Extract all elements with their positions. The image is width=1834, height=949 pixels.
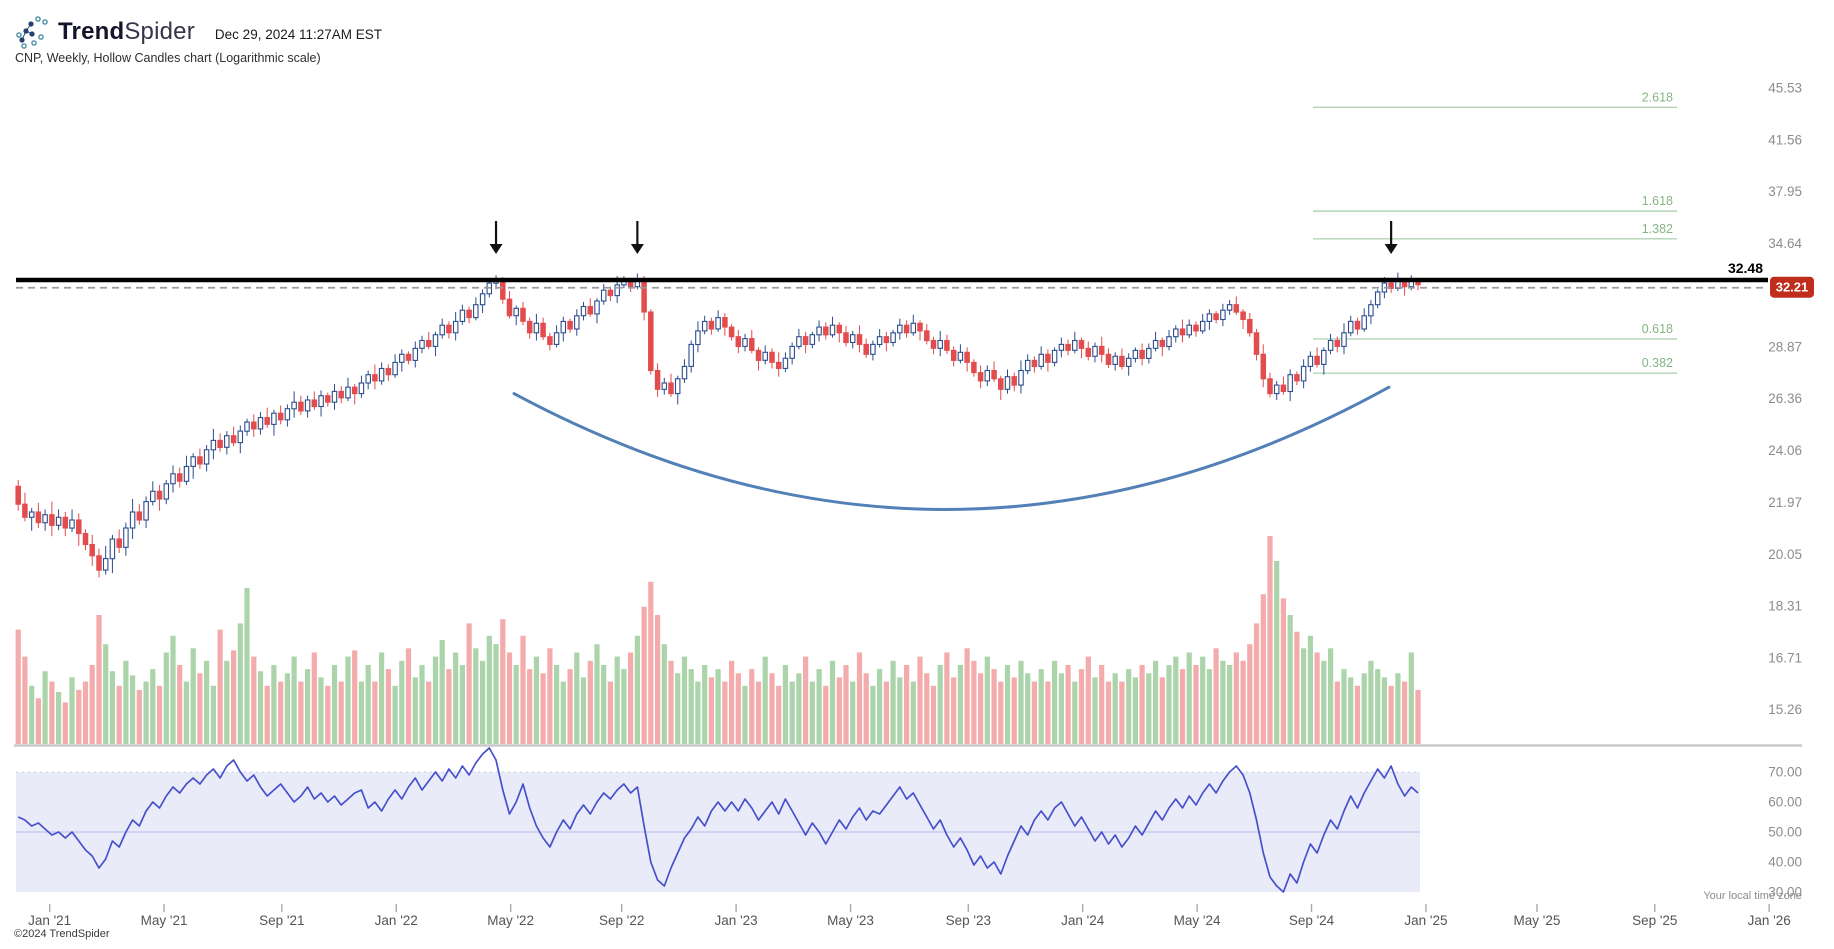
- x-axis-tick: Sep '23: [946, 913, 991, 928]
- trendspider-logo-icon: [16, 16, 48, 49]
- candles: [15, 272, 1421, 578]
- price-axis-tick: 20.05: [1768, 547, 1802, 562]
- arrow-annotations: [489, 221, 1398, 254]
- volume-bars: [15, 536, 1421, 744]
- fib-level-label: 1.618: [1642, 194, 1673, 208]
- fib-level-label: 0.382: [1642, 356, 1673, 370]
- x-axis-tick: Jan '21: [28, 913, 71, 928]
- price-axis-tick: 28.87: [1768, 340, 1802, 355]
- x-axis-tick: May '21: [141, 913, 188, 928]
- rsi-axis-tick: 70.00: [1768, 765, 1802, 780]
- rsi-axis-tick: 50.00: [1768, 825, 1802, 840]
- chart-timestamp: Dec 29, 2024 11:27AM EST: [214, 26, 383, 42]
- price-axis-tick: 21.97: [1768, 495, 1802, 510]
- price-axis-tick: 41.56: [1768, 132, 1802, 147]
- x-axis-tick: May '23: [827, 913, 874, 928]
- x-axis-tick: Jan '26: [1748, 913, 1791, 928]
- rsi-axis-tick: 30.00: [1768, 885, 1802, 900]
- price-axis-tick: 15.26: [1768, 702, 1802, 717]
- brand-name: TrendSpider: [58, 18, 195, 46]
- x-axis-labels: Jan '21 May '21 Sep '21 Jan '22 May '22 Sep '…: [28, 904, 1791, 928]
- svg-text:32.21: 32.21: [1776, 280, 1809, 295]
- fib-level-label: 1.382: [1642, 222, 1673, 236]
- header: TrendSpider Dec 29, 2024 11:27AM EST: [14, 12, 382, 52]
- fib-extension-lines: 2.618 1.618 1.382 0.618 0.382: [1313, 90, 1677, 374]
- brand-trend: Trend: [58, 18, 125, 45]
- price-axis-tick: 16.71: [1768, 651, 1802, 666]
- rsi-axis-tick: 60.00: [1768, 795, 1802, 810]
- copyright-notice: ©2024 TrendSpider: [14, 928, 110, 940]
- x-axis-tick: May '24: [1174, 913, 1221, 928]
- price-axis-labels: 45.53 41.56 37.95 34.64 28.87 26.36 24.06 21.97…: [1768, 80, 1802, 717]
- rsi-axis-labels: 70.00 60.00 50.00 40.00 30.00: [1768, 765, 1802, 900]
- rsi-line: [17, 747, 1419, 893]
- price-axis-tick: 24.06: [1768, 443, 1802, 458]
- x-axis-tick: Sep '24: [1289, 913, 1335, 928]
- fib-level-label: 2.618: [1642, 90, 1673, 104]
- timezone-note: Your local time zone: [1703, 890, 1802, 902]
- x-axis-tick: May '25: [1514, 913, 1561, 928]
- x-axis-tick: May '22: [487, 913, 534, 928]
- rsi-axis-tick: 40.00: [1768, 855, 1802, 870]
- x-axis-tick: Jan '25: [1404, 913, 1447, 928]
- fib-level-label: 0.618: [1642, 322, 1673, 336]
- cup-base-annotation: [512, 385, 1391, 511]
- resistance-price-label: 32.48: [1728, 260, 1763, 276]
- price-axis-tick: 18.31: [1768, 599, 1802, 614]
- price-axis-tick: 26.36: [1768, 391, 1802, 406]
- x-axis-tick: Sep '21: [259, 913, 304, 928]
- price-axis-tick: 45.53: [1768, 80, 1802, 95]
- price-axis-tick: 37.95: [1768, 184, 1802, 199]
- x-axis-tick: Sep '25: [1632, 913, 1677, 928]
- brand-spider: Spider: [124, 18, 195, 45]
- x-axis-tick: Jan '24: [1061, 913, 1105, 928]
- x-axis-tick: Jan '22: [375, 913, 418, 928]
- chart-subtitle: CNP, Weekly, Hollow Candles chart (Logar…: [15, 51, 321, 65]
- rsi-panel: [16, 747, 1420, 893]
- x-axis-tick: Jan '23: [715, 913, 758, 928]
- last-price-badge: 32.21: [1770, 276, 1814, 298]
- price-axis-tick: 34.64: [1768, 236, 1802, 251]
- x-axis-tick: Sep '22: [599, 913, 644, 928]
